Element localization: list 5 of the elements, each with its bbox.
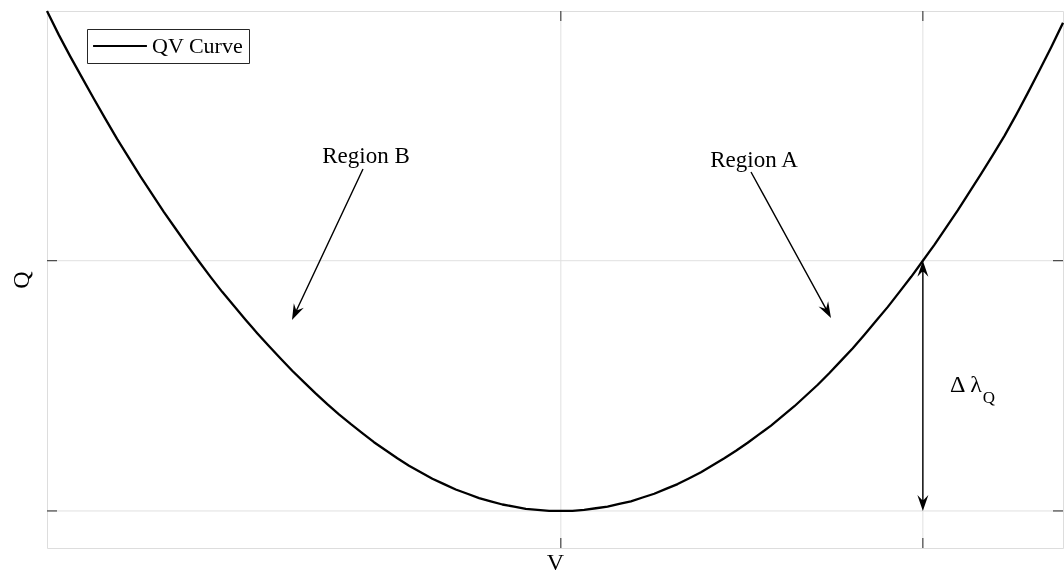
y-axis-title: Q [7, 271, 34, 289]
annotation: Region B [322, 143, 410, 168]
legend-label: QV Curve [152, 33, 243, 58]
annotation: Region A [710, 147, 799, 172]
x-axis-title: V [546, 548, 565, 575]
